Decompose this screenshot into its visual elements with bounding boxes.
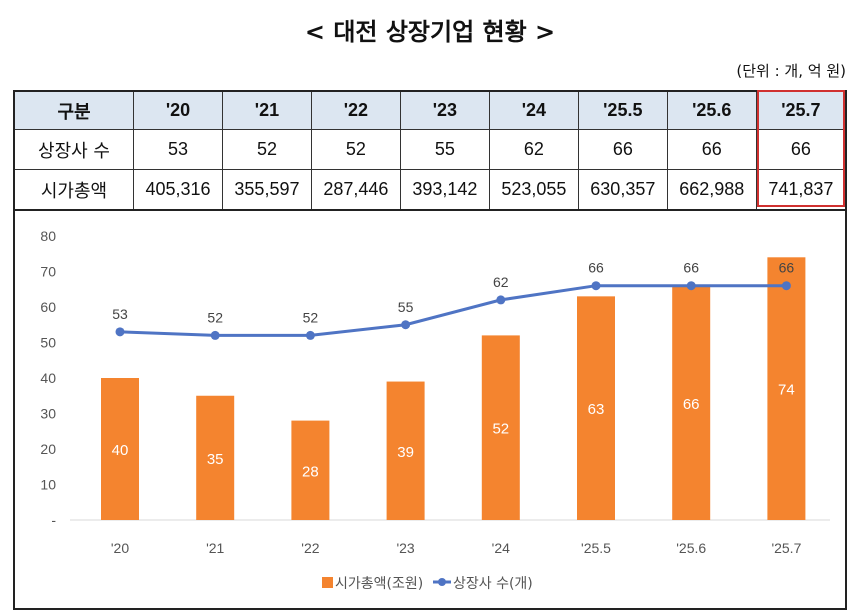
bar-data-label: 40 bbox=[112, 442, 129, 459]
x-tick-label: '25.7 bbox=[771, 540, 801, 556]
unit-label: (단위 : 개, 억 원) bbox=[736, 62, 846, 80]
line-point bbox=[115, 327, 125, 337]
bar-data-label: 28 bbox=[302, 463, 319, 480]
bar bbox=[672, 285, 711, 520]
highlight-box bbox=[757, 90, 845, 207]
data-table: 구분 '20 '21 '22 '23 '24 '25.5 '25.6 '25.7… bbox=[13, 90, 847, 211]
line-data-label: 52 bbox=[303, 309, 319, 325]
line-series bbox=[119, 284, 787, 337]
line-point bbox=[496, 295, 506, 305]
bar bbox=[101, 378, 139, 520]
legend-bar-swatch bbox=[322, 577, 333, 588]
line-data-label: 52 bbox=[207, 309, 223, 325]
bar-data-label: 66 bbox=[683, 396, 700, 413]
header-cell: '24 bbox=[488, 90, 579, 130]
bar bbox=[577, 296, 615, 520]
line-data-label: 66 bbox=[683, 260, 699, 276]
cell: 287,446 bbox=[310, 169, 401, 211]
line-point bbox=[686, 281, 696, 291]
row-label: 시가총액 bbox=[13, 169, 134, 211]
table-header-row: 구분 '20 '21 '22 '23 '24 '25.5 '25.6 '25.7 bbox=[13, 90, 847, 130]
y-tick-label: 80 bbox=[40, 228, 56, 244]
y-tick-label: 30 bbox=[40, 406, 56, 422]
chart-frame bbox=[13, 208, 847, 610]
table-row: 시가총액 405,316 355,597 287,446 393,142 523… bbox=[13, 169, 847, 211]
line-point bbox=[591, 281, 601, 291]
header-cell: '22 bbox=[310, 90, 401, 130]
x-tick-label: '25.5 bbox=[581, 540, 611, 556]
y-tick-label: 20 bbox=[40, 441, 56, 457]
header-cell: '23 bbox=[399, 90, 490, 130]
cell: 405,316 bbox=[133, 169, 223, 211]
header-cell: '21 bbox=[221, 90, 312, 130]
bar bbox=[481, 335, 520, 520]
x-tick-label: '20 bbox=[111, 540, 129, 556]
cell: 53 bbox=[133, 129, 223, 170]
y-tick-label: 50 bbox=[40, 335, 56, 351]
bar bbox=[386, 381, 425, 520]
line-data-label: 55 bbox=[398, 299, 414, 315]
cell: 393,142 bbox=[399, 169, 490, 211]
header-cell: '25.7 bbox=[755, 90, 847, 130]
y-tick-label: 10 bbox=[40, 477, 56, 493]
line-point bbox=[210, 330, 220, 340]
line-data-label: 53 bbox=[112, 306, 128, 322]
cell: 52 bbox=[221, 129, 312, 170]
x-tick-label: '23 bbox=[396, 540, 414, 556]
y-tick-label: 60 bbox=[40, 299, 56, 315]
cell: 66 bbox=[666, 129, 757, 170]
header-cell: '25.6 bbox=[666, 90, 757, 130]
bar-data-label: 74 bbox=[778, 382, 795, 399]
y-tick-label: 40 bbox=[40, 370, 56, 386]
bar bbox=[767, 257, 806, 520]
cell: 662,988 bbox=[666, 169, 757, 211]
line-data-label: 66 bbox=[779, 260, 795, 276]
bar-data-label: 39 bbox=[397, 444, 414, 461]
cell: 52 bbox=[310, 129, 401, 170]
x-tick-label: '24 bbox=[492, 540, 510, 556]
header-cell: 구분 bbox=[13, 90, 134, 130]
header-cell: '20 bbox=[133, 90, 223, 130]
cell: 62 bbox=[488, 129, 579, 170]
line-data-label: 66 bbox=[588, 260, 604, 276]
x-tick-label: '21 bbox=[206, 540, 224, 556]
legend-bar-label: 시가총액(조원) bbox=[335, 576, 423, 592]
cell: 355,597 bbox=[221, 169, 312, 211]
page-title: < 대전 상장기업 현황 > bbox=[304, 18, 556, 46]
header-cell: '25.5 bbox=[577, 90, 668, 130]
legend-line-marker bbox=[438, 578, 446, 586]
line-point bbox=[305, 330, 315, 340]
x-tick-label: '25.6 bbox=[676, 540, 706, 556]
line-data-label: 62 bbox=[493, 274, 509, 290]
bar-data-label: 63 bbox=[588, 401, 605, 418]
bar-data-label: 52 bbox=[492, 421, 509, 438]
y-tick-label: - bbox=[51, 512, 56, 528]
legend-line-label: 상장사 수(개) bbox=[453, 576, 533, 592]
cell: 55 bbox=[399, 129, 490, 170]
table-row: 상장사 수 53 52 52 55 62 66 66 66 bbox=[13, 129, 847, 170]
line-point bbox=[781, 281, 791, 291]
x-tick-label: '22 bbox=[301, 540, 319, 556]
y-tick-label: 70 bbox=[40, 264, 56, 280]
bar bbox=[291, 420, 330, 520]
cell: 523,055 bbox=[488, 169, 579, 211]
cell: 741,837 bbox=[755, 169, 847, 211]
bar bbox=[196, 395, 235, 520]
cell: 66 bbox=[755, 129, 847, 170]
line-point bbox=[401, 320, 411, 330]
bar-data-label: 35 bbox=[207, 451, 224, 468]
